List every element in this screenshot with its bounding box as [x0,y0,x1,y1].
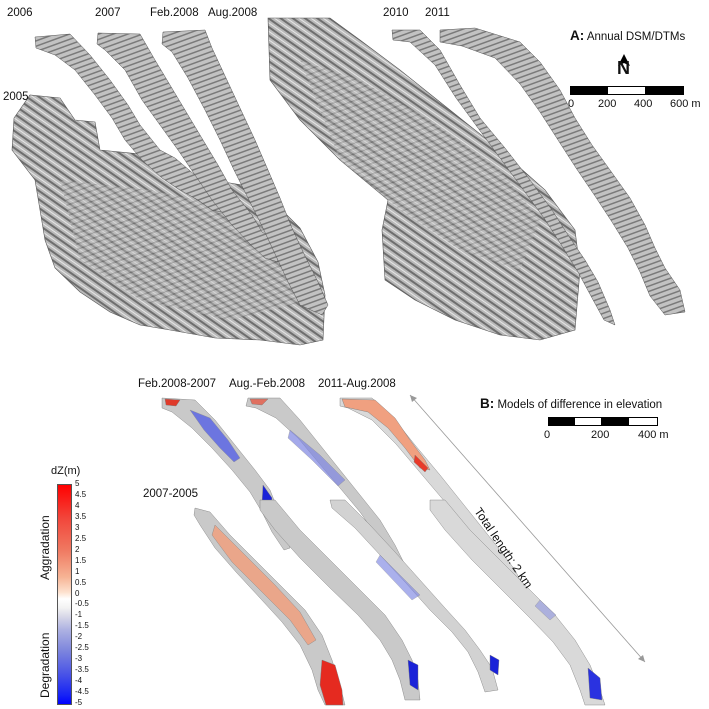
label-feb2008-2007: Feb.2008-2007 [138,378,217,390]
dsm-2010-strip [391,29,616,326]
legend-tick: -4.5 [75,687,89,697]
legend-tick: -2 [75,632,83,642]
legend-tick: 4 [75,500,80,510]
scalebar-a-label-400: 400 [634,98,653,110]
panel-b-letter: B: [480,396,495,411]
legend-tick: -2.5 [75,643,89,653]
legend-tick: 1.5 [75,555,87,565]
scalebar-b-label-200: 200 [591,429,610,441]
scalebar-a [570,86,684,95]
panel-b-title: B: Models of difference in elevation [480,396,662,411]
legend-tick: -1.5 [75,621,89,631]
scalebar-a-label-200: 200 [598,98,617,110]
scalebar-b-label-400: 400 m [638,429,669,441]
legend-tick: -3.5 [75,665,89,675]
label-2005: 2005 [3,91,29,103]
panel-a-title-text: Annual DSM/DTMs [586,31,686,43]
legend-tick: 2.5 [75,533,87,543]
legend-tick: -0.5 [75,599,89,609]
north-label: N [617,58,630,78]
label-2011-aug2008: 2011-Aug.2008 [318,378,396,390]
aggradation-label: Aggradation [38,515,52,580]
legend-tick: -1 [75,610,83,620]
legend-tick: 3.5 [75,511,87,521]
dz-colorbar [57,484,72,705]
dod-2007-2005 [193,507,346,706]
panel-a-title: A: Annual DSM/DTMs [570,28,685,43]
label-2010: 2010 [383,7,409,19]
legend-title: dZ(m) [51,465,81,477]
dsm-2008-raster [161,29,329,316]
dod-feb2008-2007 [161,397,291,551]
legend-tick: 3 [75,522,80,532]
scalebar-b-label-0: 0 [544,429,551,441]
label-2006: 2006 [7,7,33,19]
legend-tick: 1 [75,566,80,576]
dod-feb2008-narrow [329,499,500,693]
label-2011: 2011 [425,7,450,19]
label-2007-2005: 2007-2005 [143,488,198,500]
legend-tick: -3 [75,654,83,664]
dsm-2007-raster [96,32,279,263]
legend-tick: 0.5 [75,577,87,587]
dod-aug2008-2007 [259,499,421,701]
legend-tick: 4.5 [75,489,87,499]
legend-tick: -4 [75,676,83,686]
legend-tick: 5 [75,479,80,488]
north-arrow-icon [618,54,630,66]
dsm-2010-texture [300,60,540,270]
panel-b-title-text: Models of difference in elevation [497,399,663,411]
label-feb2008: Feb.2008 [150,7,199,19]
legend-tick: 0 [75,588,80,598]
scalebar-a-label-0: 0 [568,98,575,110]
dsm-2006-raster [34,33,223,213]
panel-a-letter: A: [570,28,585,43]
degradation-label: Degradation [38,632,52,698]
label-2007: 2007 [95,7,121,19]
legend-tick: 2 [75,544,80,554]
scalebar-a-label-600: 600 m [670,98,701,110]
scalebar-b [548,417,658,426]
label-aug2008: Aug.2008 [208,7,258,19]
dsm-2011-raster [439,27,686,316]
legend-tick: -5 [75,698,83,707]
total-length-line [409,394,646,663]
dod-2011-narrow [429,499,606,706]
label-aug-feb2008: Aug.-Feb.2008 [229,378,306,390]
